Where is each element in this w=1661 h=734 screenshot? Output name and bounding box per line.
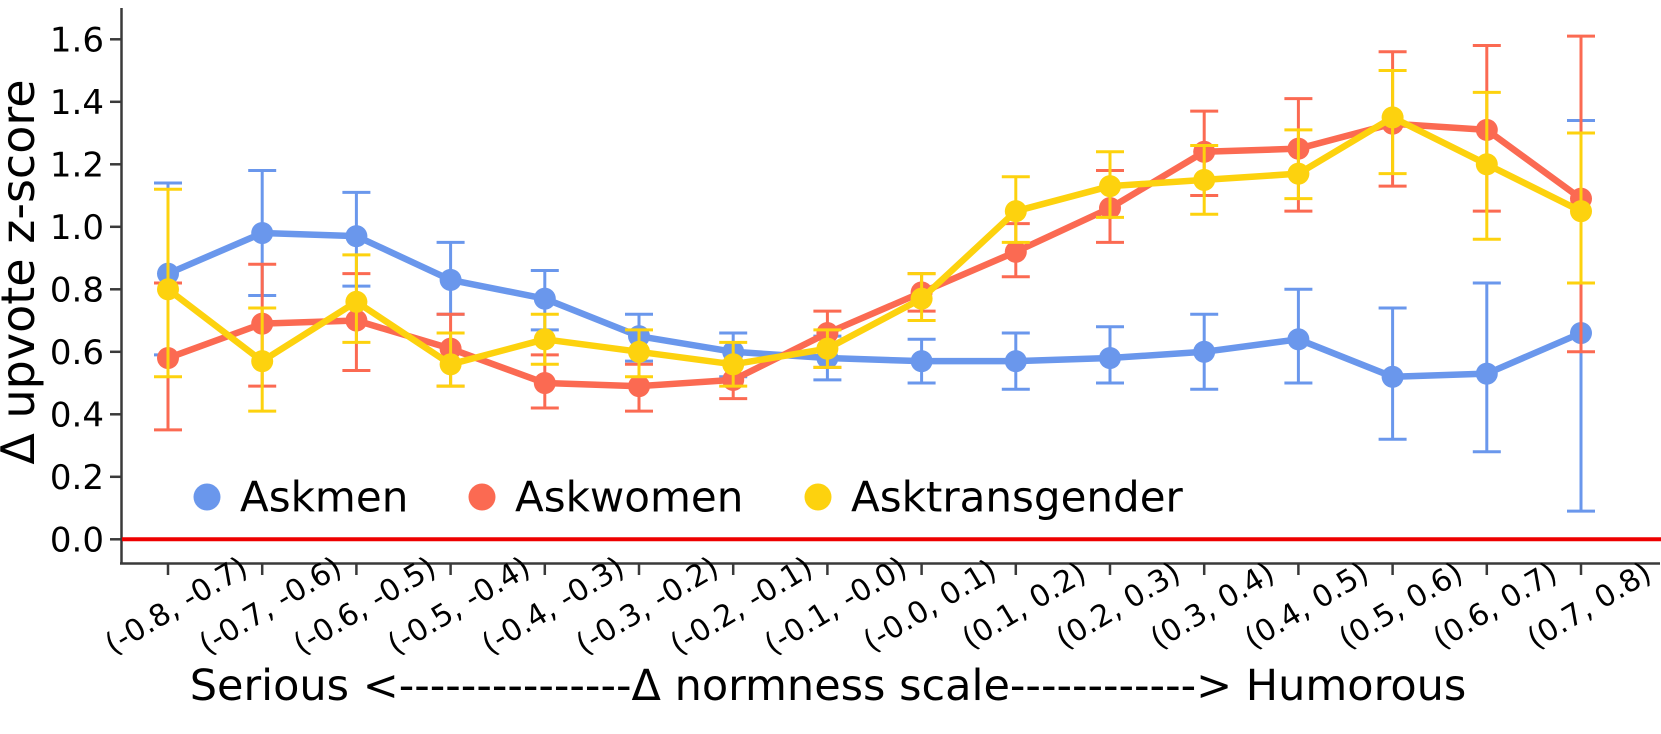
x-axis-title: Serious <---------------Δ normness scale… xyxy=(190,661,1467,711)
legend-label-askmen: Askmen xyxy=(240,473,408,522)
x-axis-ticks: (-0.8, -0.7)(-0.7, -0.6)(-0.6, -0.5)(-0.… xyxy=(99,550,1658,662)
data-point xyxy=(910,287,933,310)
data-point xyxy=(439,268,462,291)
y-tick-label: 1.2 xyxy=(50,145,104,185)
legend-item-askmen: Askmen xyxy=(193,473,408,522)
data-point xyxy=(1004,200,1027,223)
data-series-group xyxy=(154,34,1595,513)
data-point xyxy=(345,290,368,313)
data-point xyxy=(439,353,462,376)
data-point xyxy=(1287,328,1310,351)
y-tick-label: 0.0 xyxy=(50,520,104,560)
y-tick-label: 1.6 xyxy=(50,20,104,60)
series-line xyxy=(164,120,1585,390)
data-point xyxy=(910,350,933,373)
y-tick-label: 0.4 xyxy=(50,395,104,435)
legend-item-askwomen: Askwomen xyxy=(468,473,743,522)
data-point xyxy=(1475,362,1498,385)
data-point xyxy=(722,353,745,376)
y-axis-title: Δ upvote z-score xyxy=(0,79,45,464)
asktransgender-marker-icon xyxy=(804,483,832,511)
data-point xyxy=(533,372,556,395)
series-askmen xyxy=(154,119,1595,513)
series-asktransgender xyxy=(154,69,1595,413)
data-point xyxy=(1570,200,1592,223)
data-point xyxy=(1287,162,1310,185)
data-point xyxy=(251,222,274,245)
y-tick-label: 0.8 xyxy=(50,270,104,310)
askmen-marker-icon xyxy=(193,483,221,511)
data-point xyxy=(628,340,650,363)
legend-label-askwomen: Askwomen xyxy=(515,473,743,522)
data-point xyxy=(251,350,274,373)
y-tick-label: 1.4 xyxy=(50,83,104,123)
legend-item-asktransgender: Asktransgender xyxy=(804,473,1184,522)
askwomen-marker-icon xyxy=(468,483,496,511)
y-axis-ticks: 0.0 0.2 0.4 0.6 0.8 1.0 1.2 1.4 1.6 xyxy=(50,20,121,560)
data-point xyxy=(533,328,556,351)
y-tick-label: 0.2 xyxy=(50,458,104,498)
data-point xyxy=(533,287,556,310)
data-point xyxy=(1193,168,1216,191)
data-point xyxy=(1099,347,1121,370)
data-point xyxy=(1475,153,1498,176)
data-point xyxy=(1381,106,1404,129)
legend: Askmen Askwomen Asktransgender xyxy=(193,473,1184,522)
data-point xyxy=(1004,240,1027,263)
data-point xyxy=(816,337,839,360)
data-point xyxy=(345,225,368,248)
y-tick-label: 0.6 xyxy=(50,333,104,373)
legend-label-asktransgender: Asktransgender xyxy=(851,473,1184,522)
y-tick-label: 1.0 xyxy=(50,208,104,248)
data-point xyxy=(157,278,179,301)
data-point xyxy=(1099,175,1121,198)
series-line xyxy=(164,114,1585,368)
data-point xyxy=(1004,350,1027,373)
series-line xyxy=(164,229,1585,381)
data-point xyxy=(1193,340,1216,363)
data-point xyxy=(628,375,650,398)
data-point xyxy=(1381,365,1404,388)
